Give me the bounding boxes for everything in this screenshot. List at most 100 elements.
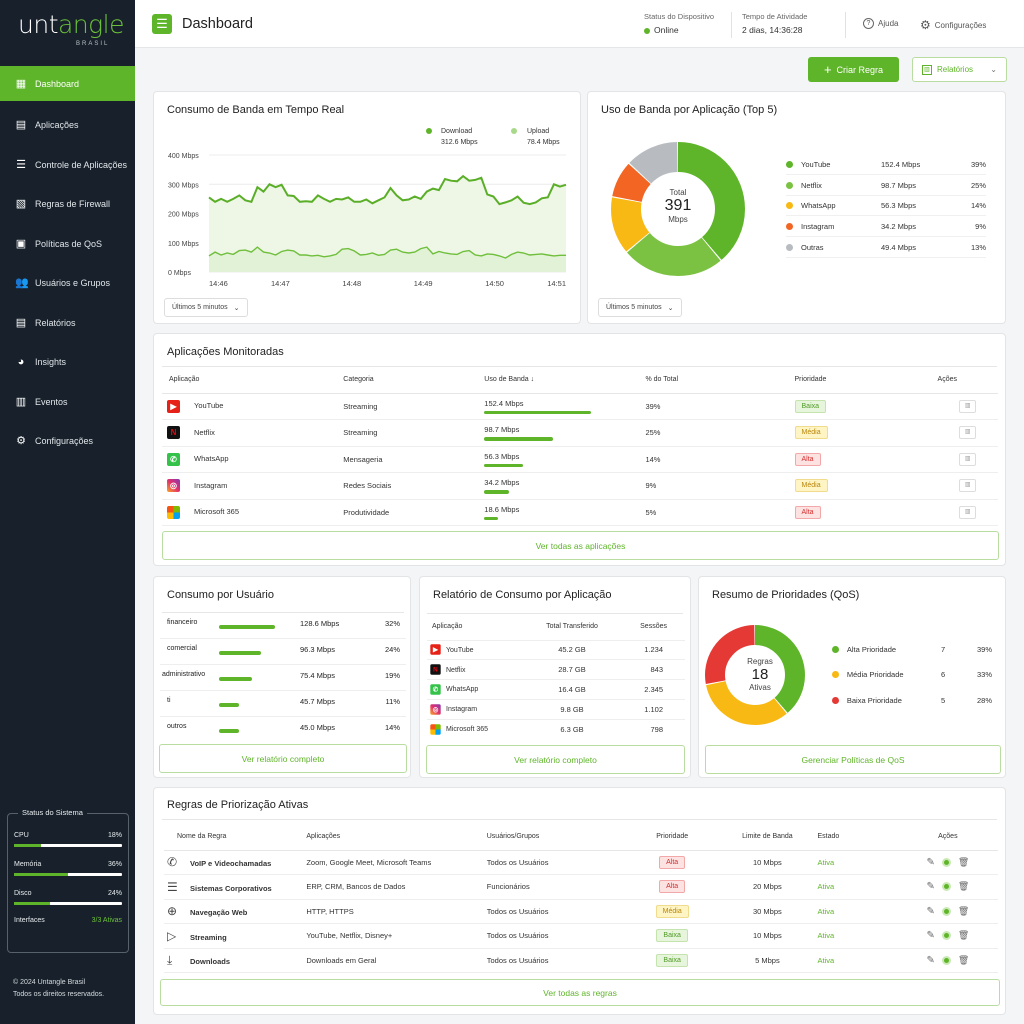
help-link[interactable]: ? Ajuda	[863, 18, 898, 29]
menu-icon[interactable]: ☰	[152, 14, 172, 34]
toggle-switch[interactable]	[941, 857, 951, 867]
view-all-apps-button[interactable]: Ver todas as aplicações	[162, 531, 999, 560]
table-row[interactable]: ⤓ Downloads Downloads em Geral Todos os Usu…	[164, 948, 998, 973]
qos-slice-alta-prioridade[interactable]	[705, 625, 805, 725]
netflix-icon: N	[430, 664, 441, 675]
table-row[interactable]: ☰ Sistemas Corporativos ERP, CRM, Bancos d…	[164, 874, 998, 900]
app-name: YouTube	[194, 401, 224, 411]
stats-icon[interactable]: ▥	[959, 426, 977, 440]
trash-icon[interactable]: 🗑	[957, 954, 970, 965]
stats-icon[interactable]: ▥	[959, 399, 977, 413]
qos-summary-card: Resumo de Prioridades (QoS) Regras 18 At…	[698, 576, 1006, 778]
trash-icon[interactable]: 🗑	[957, 856, 970, 867]
table-row[interactable]: N Netflix Streaming 98.7 Mbps 25% Média ▥	[162, 419, 998, 447]
sidebar-item-controle-de-aplica-es[interactable]: ☰ Controle de Aplicações	[0, 145, 135, 185]
qos-slice-média-prioridade[interactable]	[705, 625, 805, 725]
rights-text: Todos os direitos reservados.	[13, 991, 105, 998]
user-row[interactable]: financeiro 128.6 Mbps 32%	[160, 613, 406, 639]
table-row[interactable]: ▷ Streaming YouTube, Netflix, Disney+ Todos…	[164, 923, 998, 949]
user-row[interactable]: ti 45.7 Mbps 11%	[160, 691, 406, 717]
y-tick-label: 200 Mbps	[168, 212, 199, 219]
sidebar-item-aplica-es[interactable]: ▤ Aplicações	[0, 106, 135, 146]
sidebar-item-dashboard[interactable]: ▦ Dashboard	[0, 66, 135, 101]
reports-dropdown[interactable]: ▥ Relatórios ⌄	[912, 57, 1007, 82]
top5-slice-whatsapp[interactable]	[611, 142, 745, 276]
priority-badge: Alta	[659, 855, 686, 869]
top5-slice-youtube[interactable]	[611, 142, 745, 276]
toggle-switch[interactable]	[941, 955, 951, 965]
legend-name: Baixa Prioridade	[846, 695, 902, 705]
user-usage-bar	[219, 651, 261, 655]
sessions: 2.345	[644, 684, 663, 694]
manage-qos-button[interactable]: Gerenciar Políticas de QoS	[705, 745, 1001, 774]
user-row[interactable]: outros 45.0 Mbps 14%	[160, 717, 406, 743]
sidebar-item-usu-rios-e-grupos[interactable]: 👥 Usuários e Grupos	[0, 264, 135, 304]
sidebar-item-insights[interactable]: ◕ Insights	[0, 343, 135, 383]
realtime-range-select[interactable]: Últimos 5 minutos ⌄	[164, 298, 248, 317]
sidebar-item-relat-rios[interactable]: ▤ Relatórios	[0, 303, 135, 343]
user-row[interactable]: administrativo 75.4 Mbps 19%	[160, 665, 406, 691]
trash-icon[interactable]: 🗑	[957, 881, 970, 892]
toggle-switch[interactable]	[941, 906, 951, 916]
qos-center-label: Regras	[747, 657, 773, 666]
settings-link[interactable]: ⚙ Configurações	[920, 18, 986, 32]
x-tick-label: 14:50	[485, 279, 504, 288]
qos-slice-baixa-prioridade[interactable]	[705, 625, 805, 725]
table-row[interactable]: ▶ YouTube 45.2 GB 1.234	[427, 640, 685, 660]
rule-name-cell: ✆ VoIP e Videochamadas	[164, 850, 307, 875]
sidebar-item-configura-es[interactable]: ⚙ Configurações	[0, 422, 135, 462]
plus-icon: +	[823, 62, 832, 77]
column-header[interactable]: Uso de Banda ↓	[484, 367, 645, 393]
trash-icon[interactable]: 🗑	[957, 905, 970, 916]
sidebar-item-pol-ticas-de-qos[interactable]: ▣ Políticas de QoS	[0, 224, 135, 264]
legend-dot	[786, 202, 793, 210]
table-row[interactable]: ▶ YouTube Streaming 152.4 Mbps 39% Baixa ▥	[162, 393, 998, 420]
table-row[interactable]: ✆ WhatsApp 16.4 GB 2.345	[427, 679, 685, 700]
top5-range-select[interactable]: Últimos 5 minutos ⌄	[598, 298, 682, 317]
app-name: YouTube	[446, 646, 474, 654]
table-row[interactable]: ⊕ Navegação Web HTTP, HTTPS Todos os Usuári…	[164, 899, 998, 924]
stats-icon[interactable]: ▥	[959, 452, 977, 466]
sidebar-item-eventos[interactable]: ▥ Eventos	[0, 382, 135, 422]
user-share: 24%	[384, 645, 400, 654]
table-row[interactable]: ◎ Instagram Redes Sociais 34.2 Mbps 9% Média ▥	[162, 472, 998, 500]
table-row[interactable]: ◎ Instagram 9.8 GB 1.102	[427, 699, 685, 719]
usage-value: 152.4 Mbps	[484, 398, 524, 408]
table-row[interactable]: ✆ WhatsApp Mensageria 56.3 Mbps 14% Alta ▥	[162, 446, 998, 473]
app-report-button[interactable]: Ver relatório completo	[426, 745, 685, 774]
usage-bar	[484, 437, 553, 441]
user-report-button[interactable]: Ver relatório completo	[159, 744, 407, 773]
edit-icon[interactable]: ✎	[926, 881, 935, 893]
toggle-switch[interactable]	[941, 931, 951, 941]
table-row[interactable]: N Netflix 28.7 GB 843	[427, 659, 685, 680]
table-row[interactable]: ✆ VoIP e Videochamadas Zoom, Google Meet, …	[164, 850, 998, 875]
donut-center-value: 391	[664, 197, 692, 214]
sidebar-item-label: Configurações	[35, 436, 94, 447]
edit-icon[interactable]: ✎	[926, 954, 935, 966]
top5-slice-netflix[interactable]	[611, 142, 745, 276]
user-row[interactable]: comercial 96.3 Mbps 24%	[160, 639, 406, 665]
toggle-switch[interactable]	[941, 882, 951, 892]
edit-icon[interactable]: ✎	[926, 930, 935, 942]
user-name: administrativo	[162, 671, 206, 678]
table-row[interactable]: Microsoft 365 Produtividade 18.6 Mbps 5% Alt…	[162, 499, 998, 526]
edit-icon[interactable]: ✎	[926, 905, 935, 917]
stats-icon[interactable]: ▥	[959, 505, 977, 519]
device-status-label: Status do Dispositivo	[644, 12, 715, 21]
table-row[interactable]: Microsoft 365 6.3 GB 798	[427, 719, 685, 739]
sessions: 1.234	[644, 645, 663, 655]
create-rule-button[interactable]: + Criar Regra	[808, 57, 899, 82]
edit-icon[interactable]: ✎	[926, 856, 935, 868]
stats-icon[interactable]: ▥	[959, 479, 977, 493]
sidebar-item-regras-de-firewall[interactable]: ▧ Regras de Firewall	[0, 185, 135, 225]
column-header: Aplicação	[432, 623, 463, 631]
y-tick-label: 0 Mbps	[168, 270, 191, 277]
logo-text: unt	[18, 10, 59, 39]
app-name: Instagram	[446, 706, 478, 714]
share: 25%	[645, 419, 795, 447]
trash-icon[interactable]: 🗑	[957, 930, 970, 941]
column-header: Nome da Regra	[177, 833, 227, 841]
donut-center: Total 391 Mbps	[648, 188, 708, 224]
rule-users: Funcionários	[486, 874, 628, 900]
view-all-rules-button[interactable]: Ver todas as regras	[160, 979, 1000, 1006]
